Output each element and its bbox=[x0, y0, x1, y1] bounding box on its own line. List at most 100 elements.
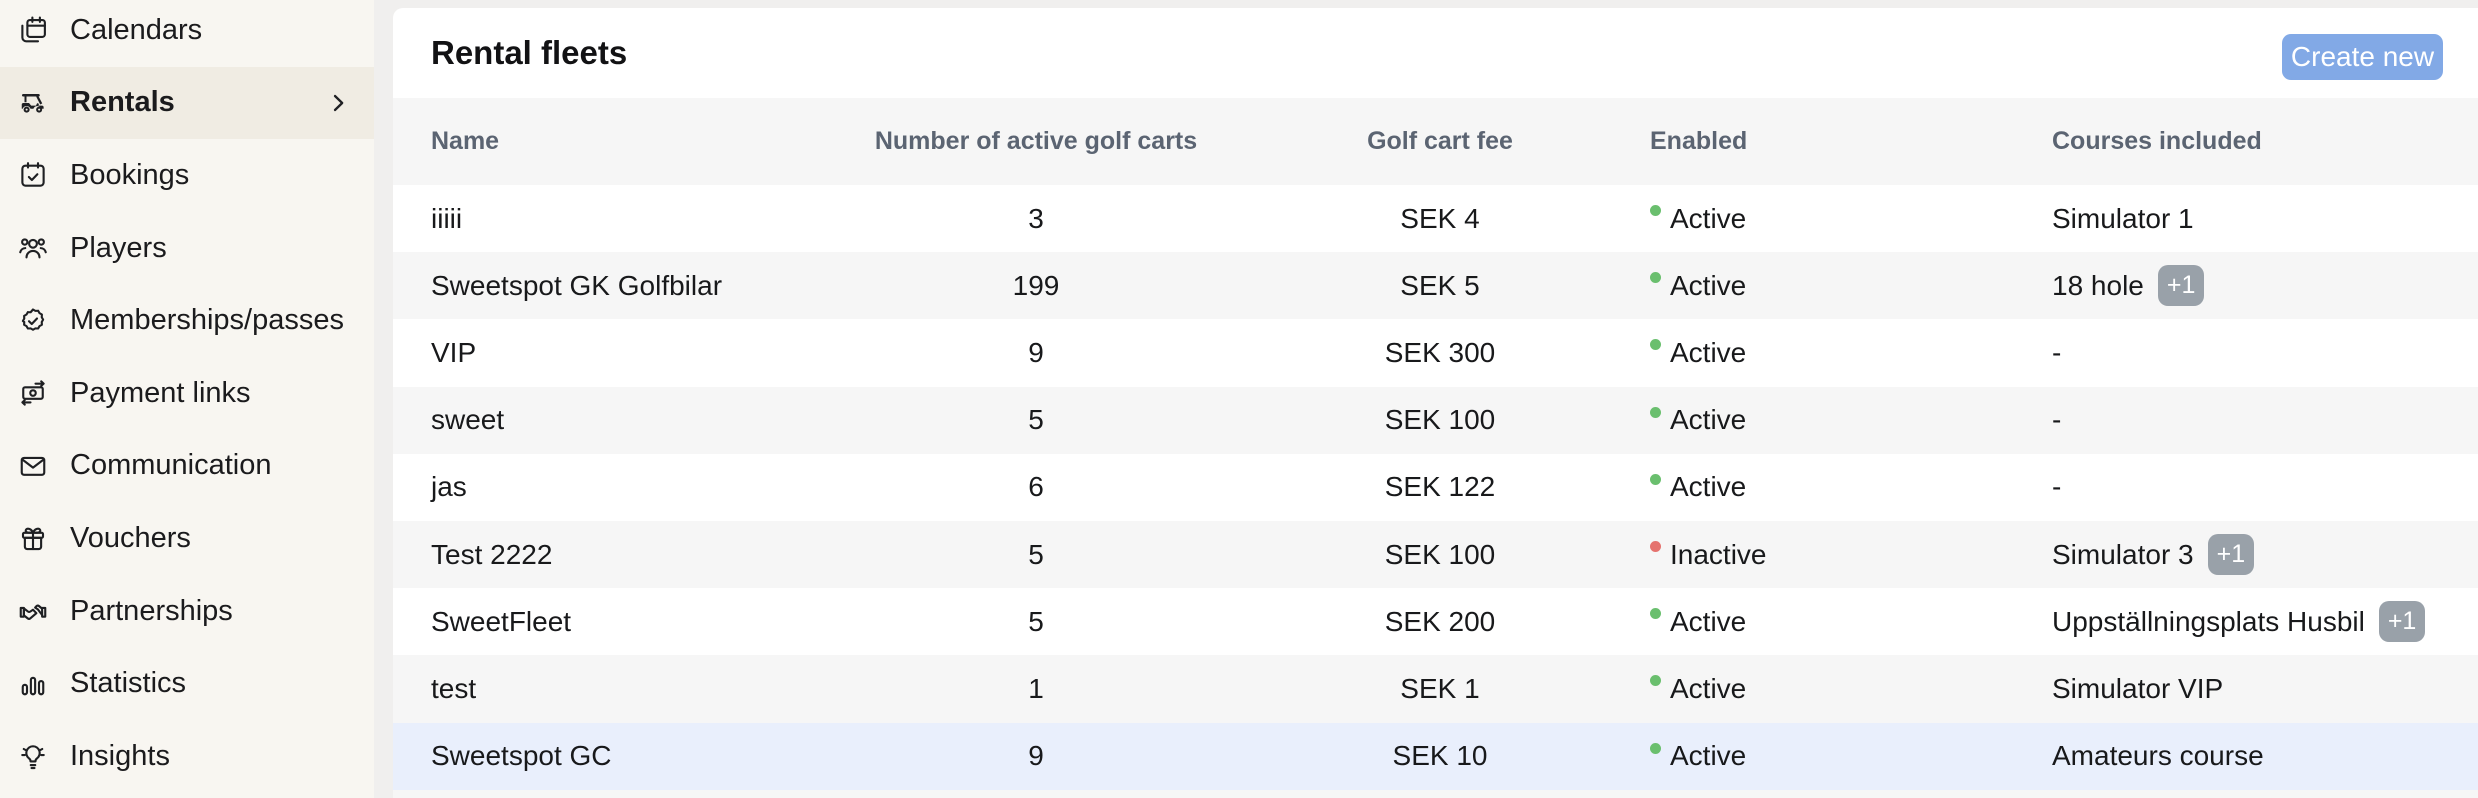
sidebar-item-payment-links[interactable]: Payment links bbox=[0, 357, 374, 430]
course-name: - bbox=[2052, 404, 2062, 436]
table-row[interactable]: VIP 9 SEK 300 Active - bbox=[393, 319, 2478, 387]
status-dot-icon bbox=[1650, 339, 1661, 351]
sidebar-item-memberships-passes[interactable]: Memberships/passes bbox=[0, 284, 374, 357]
golf-cart-fee: SEK 300 bbox=[1384, 336, 1496, 368]
sidebar-item-rentals[interactable]: Rentals bbox=[0, 66, 374, 140]
status-label: Active bbox=[1670, 471, 1747, 503]
active-cart-count: 1 bbox=[1028, 672, 1044, 704]
sidebar-item-communication[interactable]: Communication bbox=[0, 430, 374, 503]
sidebar-list: Calendars Rentals Bookings Players Membe… bbox=[0, 0, 374, 793]
sidebar-item-calendars[interactable]: Calendars bbox=[0, 0, 374, 67]
bar-chart-icon bbox=[18, 669, 48, 699]
course-name: Amateurs course bbox=[2052, 740, 2264, 772]
table-header: Name Number of active golf carts Golf ca… bbox=[393, 98, 2478, 185]
fleet-name: test bbox=[431, 672, 477, 704]
sidebar-item-label: Bookings bbox=[70, 158, 190, 191]
course-name: Simulator 3 bbox=[2052, 538, 2194, 570]
active-cart-count: 5 bbox=[1028, 538, 1044, 570]
golf-cart-icon bbox=[18, 88, 48, 118]
golf-cart-fee: SEK 4 bbox=[1400, 202, 1480, 234]
fleet-name: VIP bbox=[431, 336, 477, 368]
table-body: iiiii 3 SEK 4 Active Simulator 1 Sweetsp… bbox=[393, 185, 2478, 790]
sidebar-item-label: Memberships/passes bbox=[70, 304, 344, 337]
active-cart-count: 6 bbox=[1028, 471, 1044, 503]
golf-cart-fee: SEK 10 bbox=[1392, 740, 1488, 772]
table-row[interactable]: SweetFleet 5 SEK 200 Active Uppställning… bbox=[393, 588, 2478, 656]
status-dot-icon bbox=[1650, 541, 1661, 553]
sidebar-item-label: Payment links bbox=[70, 376, 251, 409]
golf-cart-fee: SEK 200 bbox=[1384, 605, 1496, 637]
status-dot-icon bbox=[1650, 205, 1661, 217]
sidebar-item-vouchers[interactable]: Vouchers bbox=[0, 502, 374, 575]
players-icon bbox=[18, 233, 48, 263]
fleet-name: Sweetspot GK Golfbilar bbox=[431, 269, 723, 301]
sidebar-item-label: Rentals bbox=[70, 86, 175, 119]
course-name: Uppställningsplats Husbil bbox=[2052, 605, 2365, 637]
golf-cart-fee: SEK 1 bbox=[1400, 672, 1480, 704]
fleet-name: SweetFleet bbox=[431, 605, 572, 637]
course-name: - bbox=[2052, 336, 2062, 368]
sidebar-item-statistics[interactable]: Statistics bbox=[0, 647, 374, 720]
status-label: Active bbox=[1670, 336, 1747, 368]
status-label: Active bbox=[1670, 269, 1747, 301]
status-label: Active bbox=[1670, 672, 1747, 704]
fleet-name: sweet bbox=[431, 404, 505, 436]
fleet-name: Test 2222 bbox=[431, 538, 553, 570]
column-header-carts: Number of active golf carts bbox=[874, 127, 1198, 155]
status-dot-icon bbox=[1650, 272, 1661, 284]
sidebar-item-label: Insights bbox=[70, 739, 170, 772]
column-header-courses: Courses included bbox=[2052, 127, 2262, 155]
fleet-name: iiiii bbox=[431, 202, 463, 234]
active-cart-count: 9 bbox=[1028, 336, 1044, 368]
sidebar-item-bookings[interactable]: Bookings bbox=[0, 139, 374, 212]
course-name: - bbox=[2052, 471, 2062, 503]
status-dot-icon bbox=[1650, 742, 1661, 754]
fleet-name: Sweetspot GC bbox=[431, 740, 612, 772]
golf-cart-fee: SEK 100 bbox=[1384, 538, 1496, 570]
active-cart-count: 5 bbox=[1028, 404, 1044, 436]
status-label: Active bbox=[1670, 202, 1747, 234]
status-label: Active bbox=[1670, 605, 1747, 637]
course-name: 18 hole bbox=[2052, 269, 2144, 301]
course-name: Simulator VIP bbox=[2052, 672, 2224, 704]
badge-check-icon bbox=[18, 306, 48, 336]
status-label: Active bbox=[1670, 404, 1747, 436]
chevron-right-icon bbox=[326, 91, 350, 115]
rental-fleets-panel: Rental fleets Create new Name Number of … bbox=[393, 8, 2478, 798]
table-row[interactable]: Sweetspot GC 9 SEK 10 Active Amateurs co… bbox=[393, 722, 2478, 790]
calendar-check-icon bbox=[18, 160, 48, 190]
active-cart-count: 5 bbox=[1028, 605, 1044, 637]
table-row[interactable]: iiiii 3 SEK 4 Active Simulator 1 bbox=[393, 185, 2478, 253]
status-label: Active bbox=[1670, 740, 1747, 772]
table-row[interactable]: Test 2222 5 SEK 100 Inactive Simulator 3… bbox=[393, 520, 2478, 589]
extra-courses-badge: +1 bbox=[2157, 265, 2205, 307]
sidebar-item-insights[interactable]: Insights bbox=[0, 720, 374, 793]
sidebar-item-players[interactable]: Players bbox=[0, 212, 374, 285]
status-dot-icon bbox=[1650, 608, 1661, 620]
table-row[interactable]: jas 6 SEK 122 Active - bbox=[393, 453, 2478, 521]
golf-cart-fee: SEK 5 bbox=[1400, 269, 1480, 301]
sidebar-item-partnerships[interactable]: Partnerships bbox=[0, 575, 374, 648]
golf-cart-fee: SEK 122 bbox=[1384, 471, 1496, 503]
partial-next-row bbox=[393, 789, 2478, 798]
sidebar-item-label: Communication bbox=[70, 449, 272, 482]
extra-courses-badge: +1 bbox=[2207, 534, 2255, 576]
table-row[interactable]: test 1 SEK 1 Active Simulator VIP bbox=[393, 655, 2478, 723]
table-row[interactable]: sweet 5 SEK 100 Active - bbox=[393, 386, 2478, 454]
sidebar-item-label: Statistics bbox=[70, 667, 187, 700]
page-title: Rental fleets bbox=[431, 34, 628, 71]
handshake-icon bbox=[18, 596, 48, 626]
active-cart-count: 9 bbox=[1028, 740, 1044, 772]
table-row[interactable]: Sweetspot GK Golfbilar 199 SEK 5 Active … bbox=[393, 252, 2478, 320]
sidebar-item-label: Partnerships bbox=[70, 594, 233, 627]
active-cart-count: 199 bbox=[1012, 269, 1060, 301]
golf-cart-fee: SEK 100 bbox=[1384, 404, 1496, 436]
create-new-button[interactable]: Create new bbox=[2282, 34, 2443, 80]
course-name: Simulator 1 bbox=[2052, 202, 2194, 234]
status-label: Inactive bbox=[1670, 538, 1767, 570]
active-cart-count: 3 bbox=[1028, 202, 1044, 234]
gift-icon bbox=[18, 523, 48, 553]
sidebar-item-label: Calendars bbox=[70, 13, 203, 46]
sidebar-item-label: Players bbox=[70, 231, 167, 264]
sidebar-item-label: Vouchers bbox=[70, 521, 191, 554]
